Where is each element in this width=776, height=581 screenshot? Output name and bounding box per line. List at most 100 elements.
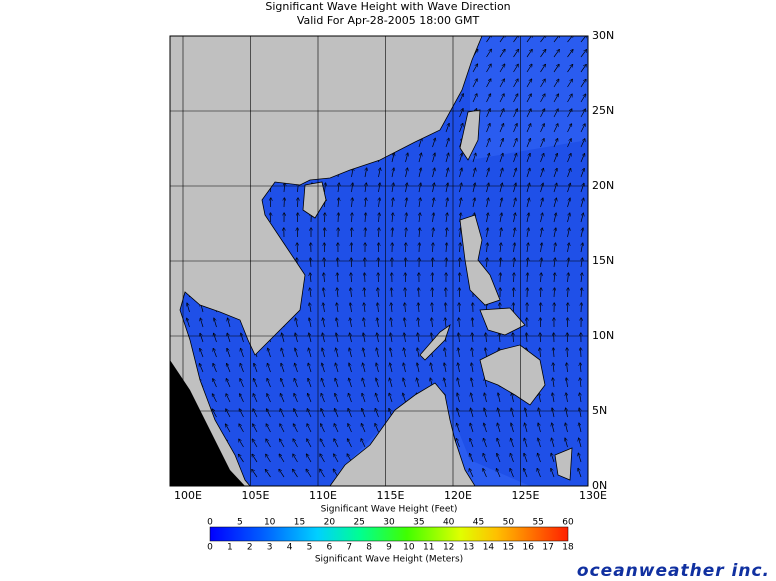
arrow	[580, 124, 585, 133]
arrow	[226, 409, 231, 418]
arrow	[486, 36, 492, 43]
arrow	[580, 198, 584, 208]
arrow	[459, 124, 463, 133]
arrow	[458, 333, 459, 343]
arrow	[498, 408, 501, 418]
arrow	[553, 198, 556, 208]
arrow	[540, 154, 544, 163]
arrow	[567, 363, 568, 373]
arrow	[513, 198, 516, 208]
arrow	[527, 273, 528, 283]
arrow	[500, 258, 501, 268]
arrow	[553, 65, 559, 73]
arrow	[361, 424, 366, 433]
land	[170, 36, 573, 486]
arrow	[389, 393, 393, 403]
arrow	[320, 439, 325, 448]
arrow	[322, 363, 325, 373]
arrow	[581, 258, 582, 268]
arrow	[496, 469, 501, 478]
arrow	[553, 50, 559, 58]
feet_ticks-tick: 5	[237, 518, 243, 528]
arrow	[433, 183, 435, 193]
arrow	[472, 318, 473, 328]
arrow	[432, 153, 435, 163]
arrow	[540, 183, 544, 193]
arrow	[526, 79, 532, 88]
arrow	[580, 65, 586, 73]
arrow	[268, 348, 271, 358]
arrow	[322, 379, 325, 388]
meter_ticks-tick: 2	[247, 543, 253, 553]
arrow	[432, 138, 436, 148]
arrow	[378, 288, 379, 298]
arrow	[470, 454, 474, 463]
arrow	[446, 213, 447, 223]
arrow	[228, 318, 231, 328]
arrow	[419, 228, 420, 238]
lon-label: 125E	[512, 489, 540, 502]
arrow	[565, 438, 568, 448]
arrow	[226, 379, 231, 388]
arrow	[526, 183, 530, 193]
arrow	[417, 378, 420, 388]
arrow	[392, 183, 394, 193]
arrow	[472, 64, 477, 73]
meter_ticks-tick: 7	[346, 543, 352, 553]
lon-label: 115E	[377, 489, 405, 502]
arrow	[338, 198, 339, 208]
meter_ticks-tick: 13	[463, 543, 474, 553]
arrow	[537, 469, 541, 478]
arrow	[365, 213, 366, 223]
arrow	[514, 258, 515, 268]
arrow	[337, 288, 338, 298]
arrow	[513, 154, 517, 163]
arrow	[377, 303, 378, 313]
arrow	[499, 94, 504, 103]
arrow	[499, 49, 505, 58]
arrow	[457, 378, 460, 388]
arrow	[321, 424, 325, 433]
arrow	[553, 109, 558, 118]
arrow	[349, 378, 352, 388]
arrow	[527, 243, 528, 253]
lat-label: 25N	[592, 104, 614, 117]
meter_ticks-tick: 0	[207, 543, 213, 553]
arrow	[334, 439, 339, 448]
arrow	[350, 333, 352, 343]
arrow	[240, 364, 244, 373]
arrow	[514, 273, 515, 283]
lon-label: 105E	[242, 489, 270, 502]
arrow	[553, 169, 557, 178]
arrow	[433, 213, 434, 223]
arrow	[352, 168, 354, 178]
arrow	[581, 243, 583, 253]
arrow	[352, 183, 353, 193]
arrow	[566, 393, 568, 403]
arrow	[404, 348, 406, 358]
arrow	[390, 348, 392, 358]
arrow	[540, 64, 546, 73]
meter-label: Significant Wave Height (Meters)	[315, 555, 463, 565]
arrow	[254, 364, 258, 373]
arrow	[446, 183, 448, 193]
arrow	[280, 409, 285, 418]
arrow	[338, 213, 339, 223]
arrow	[499, 139, 503, 148]
arrow	[252, 470, 258, 478]
arrow	[541, 273, 542, 283]
arrow	[404, 333, 405, 343]
arrow	[279, 454, 285, 463]
arrow	[553, 154, 557, 163]
arrow	[267, 364, 271, 373]
arrow	[487, 243, 488, 253]
arrow	[406, 228, 407, 238]
arrow	[458, 363, 460, 373]
arrow	[512, 393, 514, 403]
arrow	[213, 349, 217, 358]
map-labels: 100E 105E 110E 115E 120E 125E 130E 30N 25N 20N 15N…	[174, 29, 614, 502]
arrow	[310, 258, 311, 268]
title: Significant Wave Height with Wave Direct…	[265, 0, 510, 13]
arrow	[472, 183, 475, 193]
arrow	[540, 213, 543, 223]
